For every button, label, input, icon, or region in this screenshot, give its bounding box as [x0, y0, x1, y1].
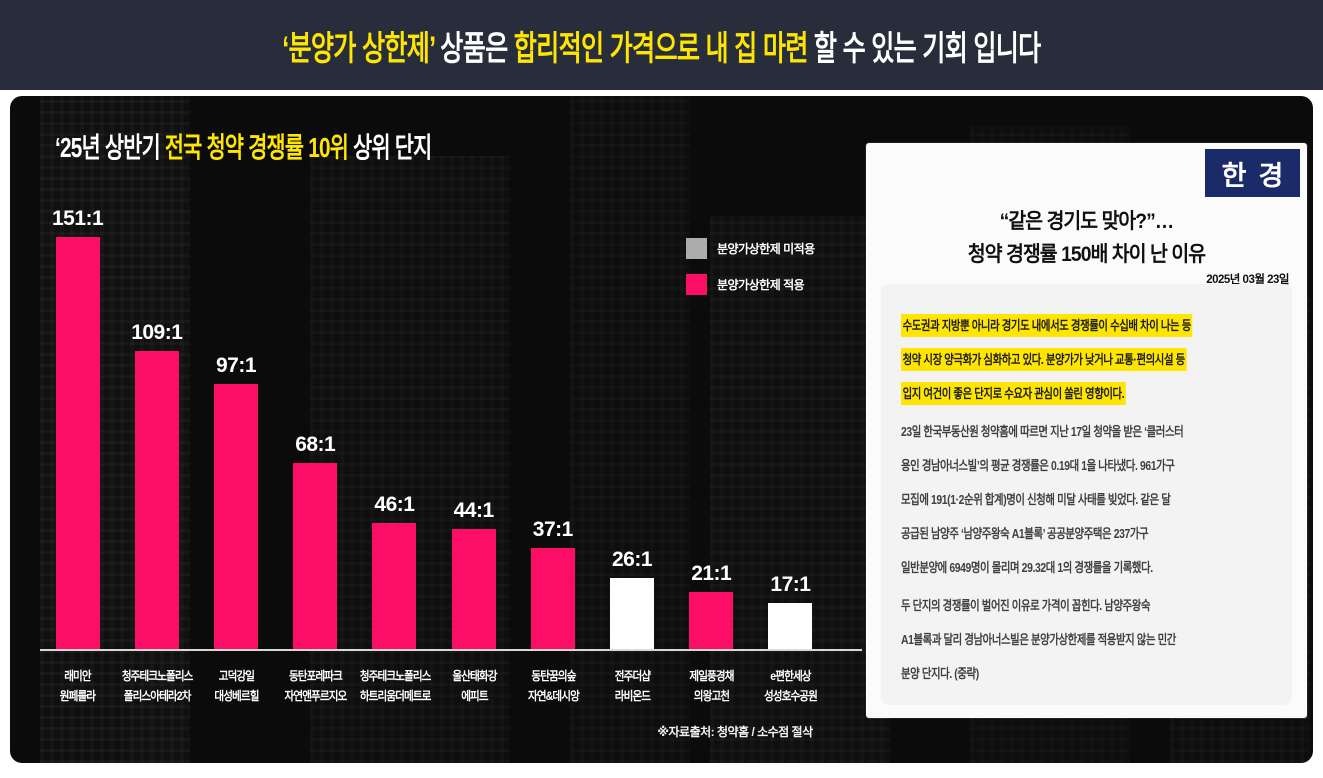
header-title-part3: 합리적인 가격으로 내 집 마련 — [513, 29, 809, 68]
bar-group: 26:1 — [592, 194, 671, 649]
bar — [214, 384, 258, 649]
legend-item-not-applied: 분양가상한제 미적용 — [686, 238, 815, 259]
legend-swatch-gray — [686, 238, 707, 259]
bar-group: 37:1 — [513, 194, 592, 649]
legend-item-applied: 분양가상한제 적용 — [686, 274, 815, 295]
source-note: ※자료출처: 청약홈 / 소수점 절삭 — [657, 725, 813, 739]
header-banner: ‘분양가 상한제’ 상품은 합리적인 가격으로 내 집 마련 할 수 있는 기회… — [0, 0, 1323, 90]
category-label: 동탄포레파크 자연앤푸르지오 — [284, 669, 348, 704]
bar — [55, 237, 100, 649]
category-label: 울산태화강 에피트 — [452, 669, 498, 704]
article-body-line: 분양 단지다. (중략) — [901, 666, 979, 681]
category-label: 청주테크노폴리스 하트리움더메트로 — [359, 669, 432, 704]
x-axis-labels: 래미안 원페를라 청주테크노폴리스 폴리스아테라2차 고덕강일 대성베르힐 동탄포레파… — [38, 666, 830, 707]
article-body-line: 용인 경남아너스빌’의 평균 경쟁률은 0.19대 1을 나타냈다. 961가구 — [901, 458, 1175, 473]
building-shape — [570, 96, 690, 763]
article-body-line: A1블록과 달리 경남아너스빌은 분양가상한제를 적용받지 않는 민간 — [901, 632, 1176, 647]
category-label: 전주더샵 라비온드 — [615, 669, 651, 704]
news-article-card: 한경 “같은 경기도 맞아?”… 청약 경쟁률 150배 차이 난 이유 202… — [866, 143, 1307, 718]
bar-chart: 151:1 109:1 97:1 68:1 46:1 44:1 — [38, 194, 830, 649]
bar — [134, 351, 179, 649]
bar-value-label: 17:1 — [770, 573, 811, 596]
header-title: ‘분양가 상한제’ 상품은 합리적인 가격으로 내 집 마련 할 수 있는 기회… — [282, 21, 1041, 70]
bar-value-label: 26:1 — [612, 548, 653, 571]
bar-value-label: 68:1 — [295, 433, 336, 456]
chart-legend: 분양가상한제 미적용 분양가상한제 적용 — [686, 238, 815, 310]
legend-label: 분양가상한제 적용 — [717, 278, 805, 292]
article-body-line: 공급된 남양주 ‘남양주왕숙 A1블록’ 공공분양주택은 237가구 — [901, 526, 1149, 541]
bar-value-label: 46:1 — [374, 493, 415, 516]
category-label: e편한세상 성성호수공원 — [764, 669, 818, 704]
chart-title-part2: 전국 청약 경쟁률 10위 — [164, 132, 349, 163]
bar-value-label: 21:1 — [691, 562, 732, 585]
building-shape — [710, 216, 890, 763]
legend-swatch-pink — [686, 274, 707, 295]
article-title-line1: “같은 경기도 맞아?”… — [999, 210, 1175, 233]
article-title-line2: 청약 경쟁률 150배 차이 난 이유 — [967, 243, 1206, 266]
article-body-box: 수도권과 지방뿐 아니라 경기도 내에서도 경쟁률이 수십배 차이 나는 등 청… — [881, 284, 1292, 705]
article-title: “같은 경기도 맞아?”… 청약 경쟁률 150배 차이 난 이유 — [866, 205, 1307, 271]
legend-label: 분양가상한제 미적용 — [717, 242, 815, 256]
bar-value-label: 109:1 — [131, 321, 183, 344]
bar — [689, 592, 734, 649]
bar-value-label: 151:1 — [51, 207, 104, 230]
bar-group: 46:1 — [355, 194, 434, 649]
article-body-line: 두 단지의 경쟁률이 벌어진 이유로 가격이 꼽힌다. 남양주왕숙 — [901, 598, 1151, 613]
building-shape — [310, 156, 510, 763]
category-label: 청주테크노폴리스 폴리스아테라2차 — [121, 669, 194, 704]
article-highlight-line: 수도권과 지방뿐 아니라 경기도 내에서도 경쟁률이 수십배 차이 나는 등 — [901, 309, 1198, 343]
bar-group: 109:1 — [117, 194, 196, 649]
category-label: 고덕강일 대성베르힐 — [214, 669, 260, 704]
chart-title: ‘25년 상반기 전국 청약 경쟁률 10위 상위 단지 — [55, 126, 432, 166]
article-highlight-line: 청약 시장 양극화가 심화하고 있다. 분양가가 낮거나 교통·편의시설 등 — [901, 343, 1198, 377]
article-body-line: 모집에 191(1·2순위 합계)명이 신청해 미달 사태를 빚었다. 같은 달 — [901, 492, 1171, 507]
bar — [293, 463, 338, 649]
bar-group: 21:1 — [672, 194, 751, 649]
chart-title-part1: ‘25년 상반기 — [55, 132, 165, 163]
bar-group: 68:1 — [276, 194, 355, 649]
chart-panel: ‘25년 상반기 전국 청약 경쟁률 10위 상위 단지 분양가상한제 미적용 … — [10, 96, 1313, 763]
category-label: 래미안 원페를라 — [59, 669, 96, 704]
bar — [610, 578, 655, 649]
x-axis-line — [40, 649, 862, 651]
hankyung-logo: 한경 — [1205, 149, 1300, 197]
bar — [768, 603, 813, 649]
header-title-part4: 할 수 있는 기회 입니다 — [807, 29, 1041, 68]
bar — [530, 548, 575, 649]
bar-group: 17:1 — [751, 194, 830, 649]
bar-group: 151:1 — [38, 194, 117, 649]
chart-title-part3: 상위 단지 — [348, 132, 432, 163]
article-date: 2025년 03월 23일 — [1206, 274, 1289, 286]
header-title-part2: 상품은 — [434, 29, 514, 68]
category-label: 제일풍경채 의왕고천 — [689, 669, 735, 704]
bar-group: 97:1 — [196, 194, 275, 649]
bar-group: 44:1 — [434, 194, 513, 649]
bar-value-label: 44:1 — [453, 499, 495, 522]
bar — [372, 523, 417, 649]
article-body-line: 일반분양에 6949명이 몰리며 29.32대 1의 경쟁률을 기록했다. — [901, 560, 1153, 575]
article-highlight-line: 입지 여건이 좋은 단지로 수요자 관심이 쏠린 영향이다. — [901, 377, 1198, 411]
bar-value-label: 37:1 — [532, 518, 574, 541]
bar-value-label: 97:1 — [215, 354, 257, 377]
article-body-line: 23일 한국부동산원 청약홈에 따르면 지난 17일 청약을 받은 ‘클러스터 — [901, 424, 1184, 439]
bar — [451, 529, 496, 649]
hankyung-logo-text: 한경 — [1221, 160, 1296, 191]
category-label: 동탄꿈의숲 자연&데시앙 — [528, 669, 580, 704]
header-title-part1: ‘분양가 상한제’ — [282, 29, 435, 68]
